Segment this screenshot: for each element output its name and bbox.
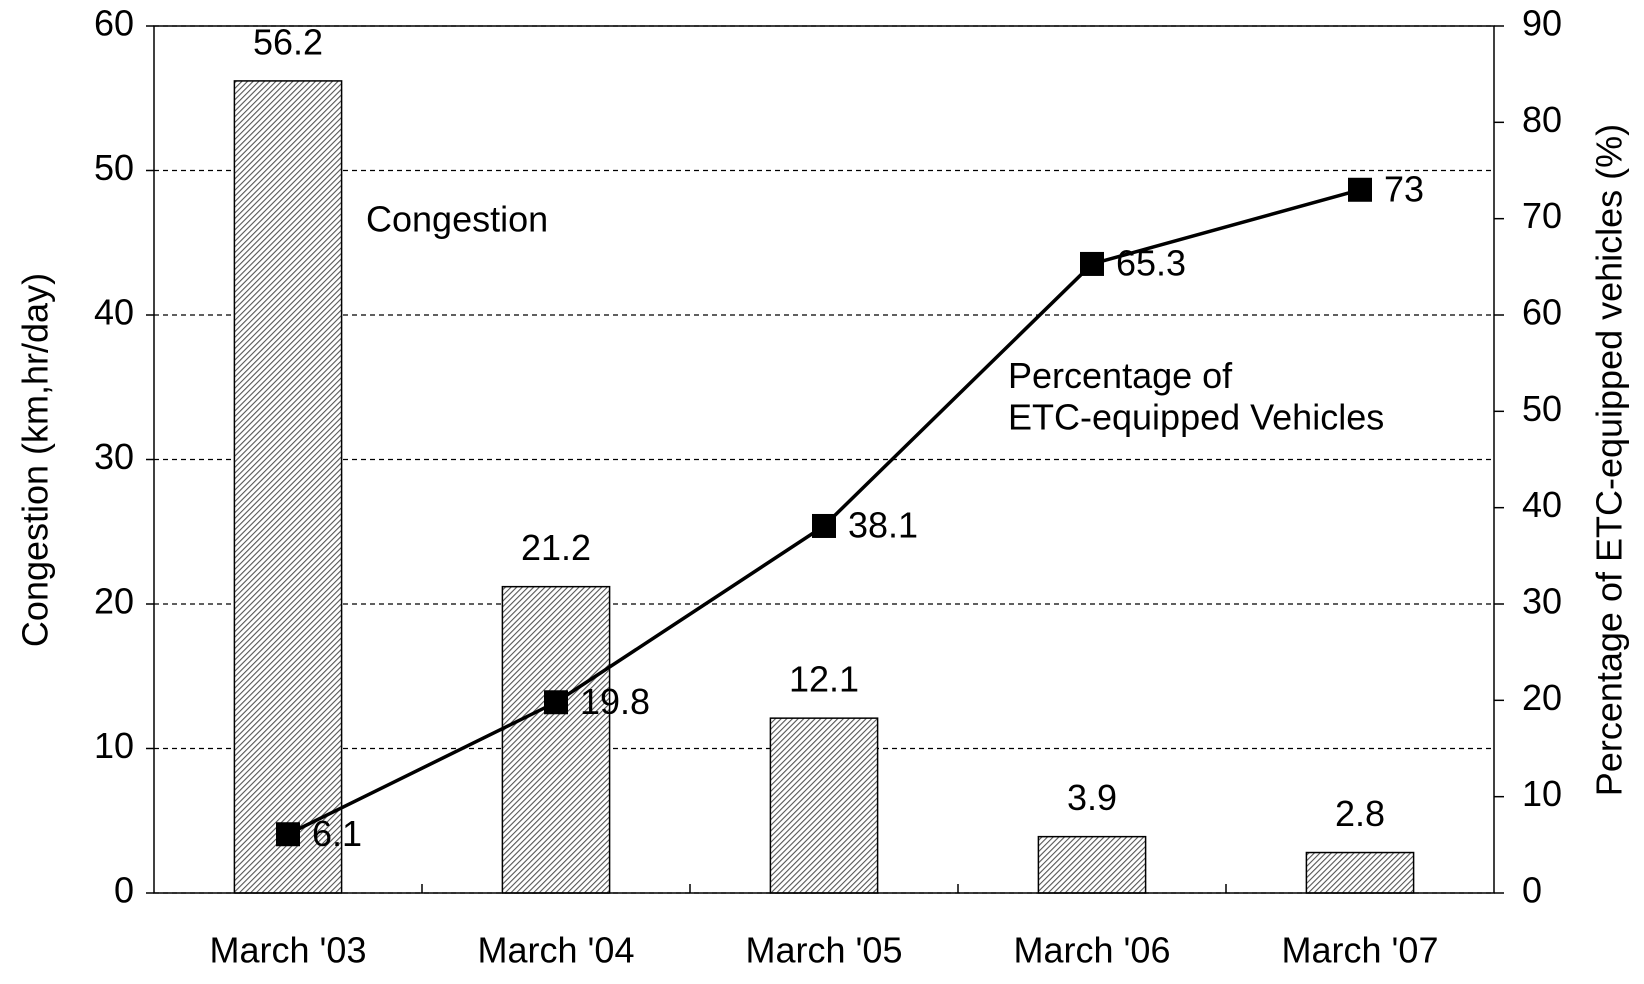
y-tick-label: 50 bbox=[94, 147, 134, 188]
bar bbox=[233, 80, 343, 894]
y-tick-label: 40 bbox=[94, 292, 134, 333]
y2-tick-label: 80 bbox=[1522, 99, 1562, 140]
plot-frame bbox=[153, 25, 1495, 894]
marker bbox=[544, 690, 568, 715]
marker bbox=[1080, 251, 1104, 276]
x-tick-label: March '06 bbox=[1014, 930, 1171, 971]
y2-tick-label: 50 bbox=[1522, 388, 1562, 429]
data-label: 56.2 bbox=[253, 21, 323, 62]
x-tick-label: March '07 bbox=[1282, 930, 1439, 971]
bar bbox=[1305, 851, 1415, 894]
data-label: 6.1 bbox=[312, 813, 362, 854]
bar bbox=[501, 585, 611, 894]
x-tick-label: March '03 bbox=[210, 930, 367, 971]
bar bbox=[1037, 835, 1147, 894]
y2-tick-label: 40 bbox=[1522, 484, 1562, 525]
y-tick-label: 60 bbox=[94, 3, 134, 44]
y2-tick-label: 10 bbox=[1522, 773, 1562, 814]
series-label: Congestion bbox=[366, 199, 548, 240]
data-label: 12.1 bbox=[789, 659, 859, 700]
marker bbox=[812, 513, 836, 538]
data-label: 2.8 bbox=[1335, 793, 1385, 834]
y-tick-label: 10 bbox=[94, 725, 134, 766]
y-axis-label: Congestion (km,hr/day) bbox=[15, 273, 56, 647]
data-label: 38.1 bbox=[848, 504, 918, 545]
x-tick-label: March '05 bbox=[746, 930, 903, 971]
y2-tick-label: 70 bbox=[1522, 195, 1562, 236]
bar bbox=[769, 717, 879, 894]
y2-tick-label: 0 bbox=[1522, 870, 1542, 911]
series-label: Percentage of ETC-equipped Vehicles bbox=[1008, 355, 1384, 437]
y2-tick-label: 90 bbox=[1522, 3, 1562, 44]
y-tick-label: 30 bbox=[94, 436, 134, 477]
data-label: 19.8 bbox=[580, 681, 650, 722]
data-label: 65.3 bbox=[1116, 242, 1186, 283]
y2-tick-label: 60 bbox=[1522, 292, 1562, 333]
x-tick-label: March '04 bbox=[478, 930, 635, 971]
marker bbox=[1348, 177, 1372, 202]
data-label: 3.9 bbox=[1067, 777, 1117, 818]
marker bbox=[276, 822, 300, 847]
y-tick-label: 0 bbox=[114, 870, 134, 911]
data-label: 21.2 bbox=[521, 527, 591, 568]
y2-axis-label: Percentage of ETC-equipped vehicles (%) bbox=[1589, 124, 1630, 796]
y2-tick-label: 20 bbox=[1522, 677, 1562, 718]
y2-tick-label: 30 bbox=[1522, 581, 1562, 622]
data-label: 73 bbox=[1384, 168, 1424, 209]
y-tick-label: 20 bbox=[94, 581, 134, 622]
